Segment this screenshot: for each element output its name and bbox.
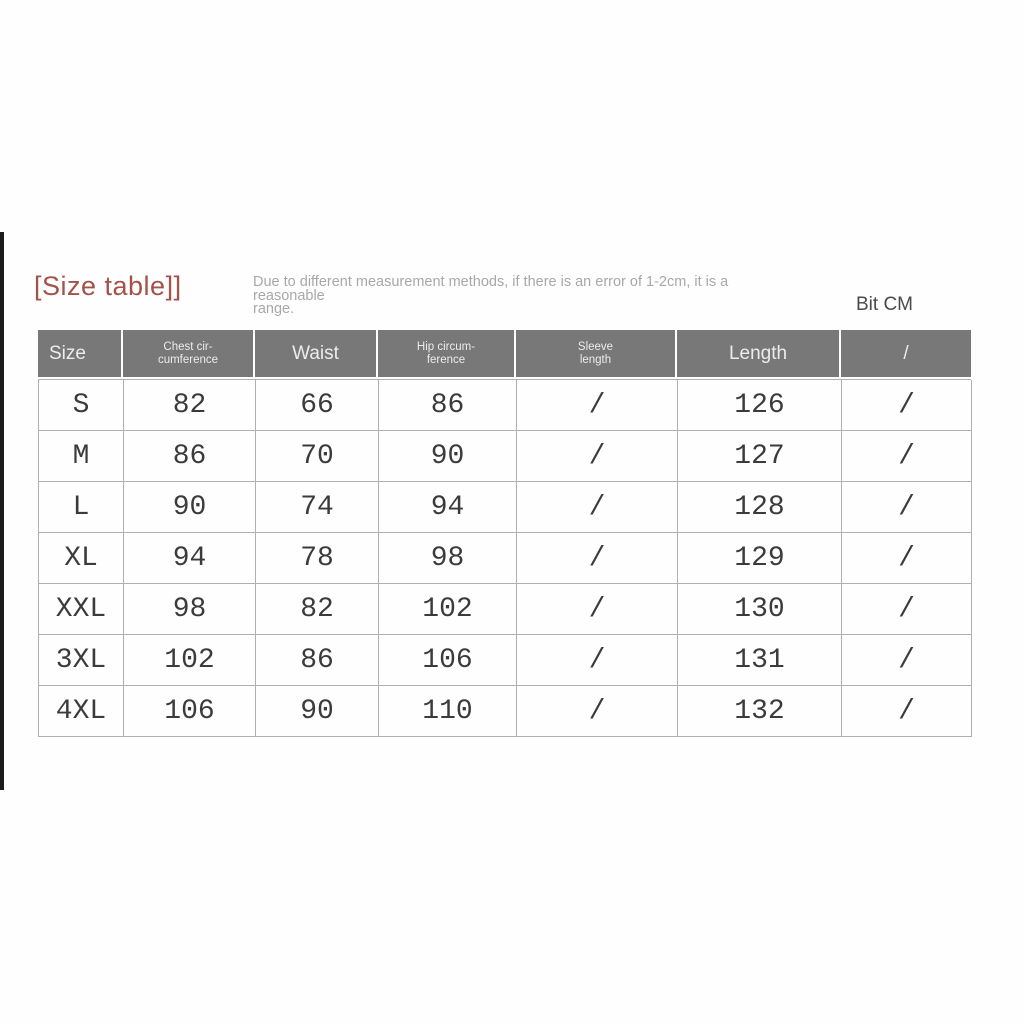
value-cell: /: [842, 686, 972, 737]
value-cell: 102: [124, 635, 256, 686]
page-title: [Size table]]: [34, 271, 182, 301]
value-cell: 82: [256, 584, 379, 635]
size-cell: S: [39, 380, 124, 431]
size-cell: L: [39, 482, 124, 533]
header-cell: Hip circum- ference: [378, 330, 516, 377]
value-cell: 78: [256, 533, 379, 584]
value-cell: 86: [124, 431, 256, 482]
value-cell: 74: [256, 482, 379, 533]
table-row: 3XL 102 86 106/131/: [39, 635, 972, 686]
value-cell: /: [842, 635, 972, 686]
value-cell: 90: [256, 686, 379, 737]
value-cell: 94: [379, 482, 517, 533]
value-cell: 131: [678, 635, 842, 686]
page-edge-line: [0, 232, 4, 790]
size-cell: M: [39, 431, 124, 482]
value-cell: 102: [379, 584, 517, 635]
size-table: Size Chest cir- cumference Waist Hip circum…: [38, 330, 972, 737]
value-cell: /: [517, 635, 678, 686]
value-cell: 106: [379, 635, 517, 686]
measurement-note-line1: Due to different measurement methods, if…: [253, 274, 729, 304]
value-cell: 106: [124, 686, 256, 737]
table-row: L 90 74 94/128/: [39, 482, 972, 533]
value-cell: /: [842, 584, 972, 635]
value-cell: 94: [124, 533, 256, 584]
value-cell: /: [517, 584, 678, 635]
value-cell: 132: [678, 686, 842, 737]
value-cell: 90: [124, 482, 256, 533]
value-cell: /: [517, 482, 678, 533]
value-cell: 66: [256, 380, 379, 431]
table-row: 4XL 106 90 110/132/: [39, 686, 972, 737]
size-table-body: S 82 66 86/126/M 86 70 90/127/L 90 74 94/128/XL 94…: [38, 379, 972, 737]
value-cell: /: [517, 686, 678, 737]
size-cell: 4XL: [39, 686, 124, 737]
value-cell: /: [842, 380, 972, 431]
header-cell: Size: [38, 330, 123, 377]
value-cell: 82: [124, 380, 256, 431]
value-cell: /: [517, 533, 678, 584]
value-cell: 70: [256, 431, 379, 482]
size-cell: 3XL: [39, 635, 124, 686]
measurement-note-line2: range.: [253, 301, 295, 317]
header-cell: Chest cir- cumference: [123, 330, 255, 377]
value-cell: /: [842, 431, 972, 482]
value-cell: /: [842, 533, 972, 584]
header-cell: /: [841, 330, 971, 377]
value-cell: 127: [678, 431, 842, 482]
value-cell: /: [842, 482, 972, 533]
measurement-note: Due to different measurement methods, if…: [253, 274, 793, 317]
value-cell: 90: [379, 431, 517, 482]
value-cell: 86: [256, 635, 379, 686]
value-cell: 86: [379, 380, 517, 431]
value-cell: 110: [379, 686, 517, 737]
size-table-header-row: Size Chest cir- cumference Waist Hip circum…: [38, 330, 971, 377]
value-cell: 98: [124, 584, 256, 635]
value-cell: 129: [678, 533, 842, 584]
size-cell: XXL: [39, 584, 124, 635]
unit-label: Bit CM: [856, 294, 913, 315]
table-row: XXL 98 82 102/130/: [39, 584, 972, 635]
table-row: XL 94 78 98/129/: [39, 533, 972, 584]
value-cell: 130: [678, 584, 842, 635]
table-row: M 86 70 90/127/: [39, 431, 972, 482]
table-row: S 82 66 86/126/: [39, 380, 972, 431]
value-cell: 128: [678, 482, 842, 533]
value-cell: 98: [379, 533, 517, 584]
header-cell: Waist: [255, 330, 378, 377]
size-cell: XL: [39, 533, 124, 584]
value-cell: /: [517, 431, 678, 482]
value-cell: /: [517, 380, 678, 431]
header-cell: Length: [677, 330, 841, 377]
header-cell: Sleeve length: [516, 330, 677, 377]
value-cell: 126: [678, 380, 842, 431]
